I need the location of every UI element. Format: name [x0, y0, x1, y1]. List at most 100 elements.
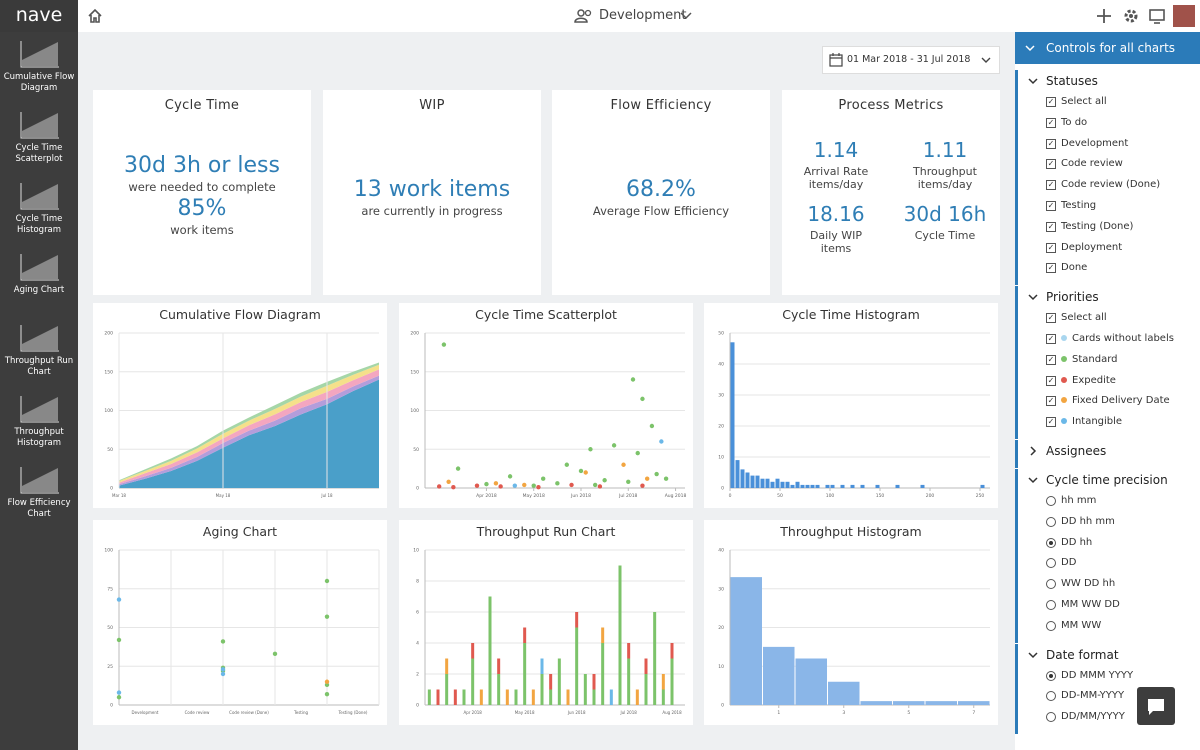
y-tick-label: 4	[416, 641, 419, 647]
chart-title: Throughput Run Chart	[476, 524, 616, 539]
section-title[interactable]: Statuses	[1018, 70, 1200, 92]
control-option[interactable]: MM WW DD	[1018, 595, 1200, 616]
checkbox: ✓	[1046, 221, 1056, 232]
option-label: To do	[1061, 116, 1088, 128]
priority-dot	[1061, 418, 1067, 425]
control-option[interactable]: ✓ Code review (Done)	[1018, 175, 1200, 196]
icon-shape	[22, 42, 58, 66]
logo: nave	[0, 0, 78, 32]
process-metrics-card: Process Metrics 1.14 Arrival Rate items/d…	[782, 90, 1000, 295]
section-title[interactable]: Assignees	[1018, 440, 1200, 462]
settings-button[interactable]	[1122, 7, 1140, 25]
add-button[interactable]	[1095, 7, 1113, 25]
y-tick-label: 8	[416, 579, 419, 585]
dropdown-icon[interactable]	[680, 11, 692, 21]
bar	[850, 484, 855, 488]
sidebar-item[interactable]: Cumulative Flow Diagram	[3, 72, 75, 93]
control-option[interactable]: DD-MM-YYYY	[1018, 686, 1200, 707]
bar-segment	[540, 674, 544, 705]
point	[324, 614, 330, 619]
board-selector[interactable]: Development	[599, 8, 687, 23]
control-option[interactable]: DD hh mm	[1018, 512, 1200, 533]
control-option[interactable]: ✓ Development	[1018, 134, 1200, 155]
control-option[interactable]: ✓ Deployment	[1018, 238, 1200, 259]
sidebar: Cumulative Flow Diagram Cycle Time Scatte…	[0, 32, 78, 750]
control-option[interactable]: DD/MM/YYYY	[1018, 707, 1200, 728]
section-title[interactable]: Priorities	[1018, 286, 1200, 308]
chart: Cycle Time Histogram 0 10 20 30 40 50 0 50 100 150…	[718, 307, 990, 499]
x-tick-label: Jul 18	[320, 493, 333, 498]
control-option[interactable]: ✓ Select all	[1018, 308, 1200, 329]
sidebar-icon	[20, 325, 59, 352]
point	[621, 462, 626, 467]
chart-card: Cumulative Flow Diagram 0 50 100 150 200 Mar 1…	[93, 303, 387, 508]
chevron	[1028, 78, 1038, 85]
bar	[893, 701, 925, 705]
y-tick-label: 6	[416, 610, 419, 616]
sidebar-item[interactable]: Cycle Time Scatterplot	[15, 143, 63, 164]
icon-axis	[20, 41, 59, 68]
control-option[interactable]: ✓ Intangible	[1018, 412, 1200, 433]
chevron-shape	[1025, 45, 1035, 52]
point	[578, 468, 584, 474]
control-option[interactable]: ✓ Testing	[1018, 196, 1200, 217]
sidebar-item[interactable]: Flow Efficiency Chart	[7, 498, 71, 519]
control-option[interactable]: ✓ Testing (Done)	[1018, 217, 1200, 238]
x-tick-label: Testing (Done)	[338, 710, 368, 715]
y-tick-label: 200	[104, 331, 113, 337]
bar	[790, 484, 795, 488]
chevron	[1028, 652, 1038, 658]
display-button[interactable]	[1148, 7, 1166, 25]
control-option[interactable]: ✓ Select all	[1018, 92, 1200, 113]
control-option[interactable]: DD hh	[1018, 533, 1200, 554]
sidebar-item[interactable]: Aging Chart	[13, 285, 65, 295]
control-option[interactable]: ✓ Done	[1018, 258, 1200, 279]
radio	[1046, 670, 1056, 681]
control-option[interactable]: ✓ To do	[1018, 113, 1200, 134]
control-option[interactable]: DD MMM YYYY	[1018, 666, 1200, 687]
sidebar-icon	[20, 41, 59, 68]
point	[592, 482, 598, 488]
icon-shape	[22, 113, 58, 137]
x-tick-label: Aug 2018	[665, 493, 687, 499]
date-range-picker[interactable]: 01 Mar 2018 - 31 Jul 2018	[822, 46, 1000, 74]
x-tick-label: 1	[777, 710, 780, 716]
checkbox: ✓	[1046, 180, 1056, 191]
sidebar-item[interactable]: Cycle Time Histogram	[15, 214, 63, 235]
checkbox: ✓	[1046, 375, 1056, 386]
chat-button[interactable]	[1137, 687, 1175, 725]
bar	[760, 478, 765, 488]
bar-segment	[627, 658, 631, 705]
point	[644, 476, 650, 481]
control-option[interactable]: MM WW	[1018, 616, 1200, 637]
point	[611, 443, 617, 448]
bar-segment	[479, 689, 483, 705]
control-option[interactable]: ✓ Standard	[1018, 350, 1200, 371]
sidebar-item[interactable]: Throughput Run Chart	[4, 356, 74, 377]
point	[540, 476, 546, 481]
home-button[interactable]	[86, 7, 104, 25]
bar	[810, 484, 815, 488]
chevron	[1030, 446, 1037, 456]
bar-segment	[592, 674, 596, 690]
control-option[interactable]: ✓ Expedite	[1018, 371, 1200, 392]
control-option[interactable]: WW DD hh	[1018, 574, 1200, 595]
chart-card: Throughput Run Chart 0 2 4 6 8 10 Apr 2018 May 2…	[399, 520, 693, 725]
bar-segment	[644, 658, 648, 674]
area	[119, 379, 379, 488]
control-option[interactable]: DD	[1018, 553, 1200, 574]
panel-header[interactable]: Controls for all charts	[1015, 32, 1200, 64]
sidebar-item[interactable]: Throughput Histogram	[14, 427, 64, 448]
calendar-icon	[829, 53, 843, 67]
control-option[interactable]: ✓ Fixed Delivery Date	[1018, 391, 1200, 412]
dropdown-icon	[981, 57, 991, 63]
section-title[interactable]: Cycle time precision	[1018, 469, 1200, 491]
x-tick-label: 50	[777, 493, 783, 499]
avatar[interactable]	[1173, 5, 1195, 27]
x-tick-label: Jun 2018	[570, 493, 591, 499]
section-title[interactable]: Date format	[1018, 644, 1200, 666]
control-option[interactable]: ✓ Cards without labels	[1018, 329, 1200, 350]
control-option[interactable]: ✓ Code review	[1018, 154, 1200, 175]
priority-dot	[1061, 397, 1067, 404]
control-option[interactable]: hh mm	[1018, 491, 1200, 512]
